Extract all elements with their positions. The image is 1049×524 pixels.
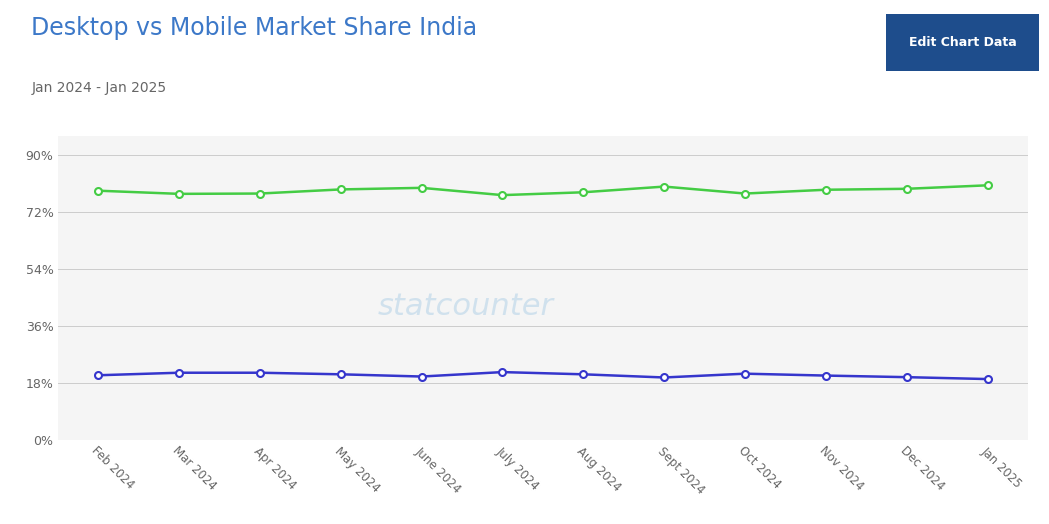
Text: statcounter: statcounter [378,292,553,321]
Text: Edit Chart Data: Edit Chart Data [908,36,1016,49]
Text: Desktop vs Mobile Market Share India: Desktop vs Mobile Market Share India [31,16,477,40]
Text: Jan 2024 - Jan 2025: Jan 2024 - Jan 2025 [31,81,167,95]
